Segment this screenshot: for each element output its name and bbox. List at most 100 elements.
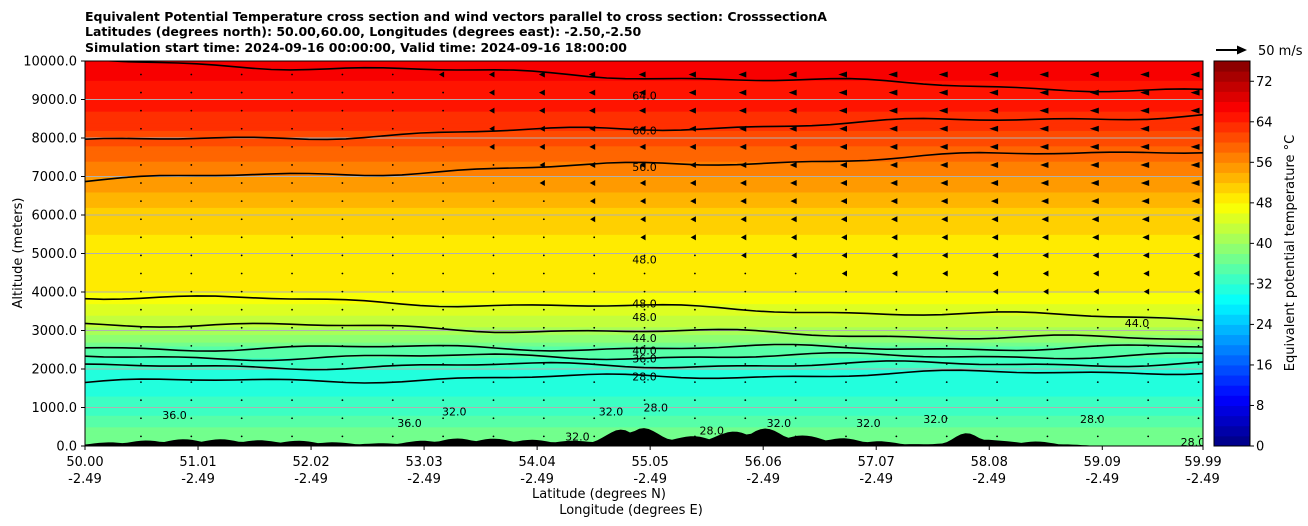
temperature-band	[85, 376, 1203, 382]
wind-vector	[741, 252, 747, 259]
wind-vector	[1046, 417, 1049, 420]
temperature-band	[85, 315, 1203, 320]
colorbar-segment	[1214, 294, 1250, 305]
temperature-band	[85, 357, 1203, 362]
chart-title-line-2: Latitudes (degrees north): 50.00,60.00, …	[85, 24, 642, 39]
wind-vector	[1197, 363, 1200, 365]
wind-vector	[839, 143, 848, 150]
wind-vector	[140, 200, 142, 203]
contour-line	[85, 295, 1203, 322]
wind-vector	[291, 127, 293, 130]
wind-vector	[589, 198, 596, 205]
wind-vector	[542, 363, 545, 365]
colorbar-segment	[1214, 233, 1250, 244]
wind-vector	[744, 272, 747, 275]
wind-vector	[190, 399, 193, 402]
wind-vector	[240, 326, 243, 329]
wind-vector	[895, 381, 898, 383]
wind-vector	[643, 363, 646, 365]
x-axis-label-latitude: Latitude (degrees N)	[532, 487, 666, 502]
wind-vector	[190, 290, 193, 293]
wind-vector	[1046, 399, 1049, 402]
wind-vector	[996, 363, 998, 365]
wind-vector	[341, 254, 344, 257]
temperature-band	[85, 230, 1203, 235]
colorbar-segment	[1214, 61, 1250, 72]
wind-vector	[845, 399, 847, 402]
wind-vector	[291, 218, 293, 221]
wind-vector	[1193, 252, 1200, 259]
wind-vector	[1142, 234, 1150, 241]
wind-vector	[688, 89, 696, 96]
temperature-band	[85, 395, 1203, 401]
wind-vector	[442, 272, 445, 275]
colorbar-segment	[1214, 344, 1250, 356]
wind-vector	[140, 272, 142, 275]
temperature-band	[85, 388, 1203, 393]
wind-vector	[593, 345, 596, 347]
wind-vector	[391, 218, 394, 221]
colorbar-segment	[1214, 263, 1250, 275]
contour-label: 44.0	[632, 332, 657, 345]
wind-vector	[589, 180, 596, 187]
wind-vector	[990, 180, 999, 187]
wind-vector	[240, 381, 243, 383]
colorbar-tick-label: 56	[1256, 156, 1273, 171]
wind-vector	[740, 216, 747, 223]
wind-vector	[341, 345, 344, 347]
contour-line	[100, 61, 1203, 93]
wind-vector	[643, 326, 646, 329]
wind-vector	[938, 107, 948, 114]
temperature-band	[85, 195, 1203, 201]
contour-line	[85, 360, 1203, 371]
wind-vector	[890, 180, 898, 187]
wind-vector	[590, 216, 596, 223]
wind-vector	[240, 127, 243, 130]
wind-vector	[694, 363, 696, 365]
wind-vector	[240, 290, 243, 293]
wind-vector	[1042, 270, 1049, 277]
temperature-band	[85, 349, 1203, 355]
wind-vector	[542, 254, 545, 257]
wind-vector	[1140, 125, 1150, 132]
wind-vector	[1089, 89, 1099, 96]
wind-vector	[1190, 107, 1200, 114]
wind-vector	[442, 200, 445, 203]
temperature-band	[85, 134, 1203, 139]
contour-label: 48.0	[632, 311, 657, 324]
wind-vector	[694, 290, 696, 293]
temperature-band	[85, 276, 1203, 282]
wind-vector	[593, 236, 596, 239]
wind-vector	[845, 290, 847, 293]
contour-label: 40.0	[632, 345, 657, 358]
wind-vector	[492, 182, 495, 184]
wind-vector	[790, 198, 797, 205]
wind-vector	[1197, 417, 1200, 420]
wind-vector	[190, 381, 193, 383]
wind-vector	[391, 73, 394, 76]
wind-vector	[538, 71, 545, 78]
wind-vector	[140, 326, 142, 329]
wind-vector	[492, 381, 495, 383]
temperature-band	[85, 118, 1203, 124]
wind-vector	[891, 252, 898, 259]
wind-vector	[442, 363, 445, 365]
wind-vector	[240, 345, 243, 347]
wind-vector	[996, 308, 998, 311]
wind-vector	[1141, 216, 1150, 223]
wind-vector	[1193, 270, 1200, 277]
wind-vector	[442, 254, 445, 257]
wind-vector	[895, 290, 898, 293]
wind-vector	[996, 381, 998, 383]
wind-vector	[190, 164, 193, 166]
temperature-band	[85, 138, 1203, 143]
wind-vector	[140, 290, 142, 293]
wind-vector	[941, 216, 948, 223]
wind-vector	[391, 381, 394, 383]
wind-vector	[1147, 326, 1150, 329]
contour-line	[85, 343, 1203, 352]
wind-vector	[639, 180, 646, 187]
wind-vector	[639, 161, 646, 168]
temperature-band	[85, 295, 1203, 301]
wind-vector	[840, 216, 848, 223]
